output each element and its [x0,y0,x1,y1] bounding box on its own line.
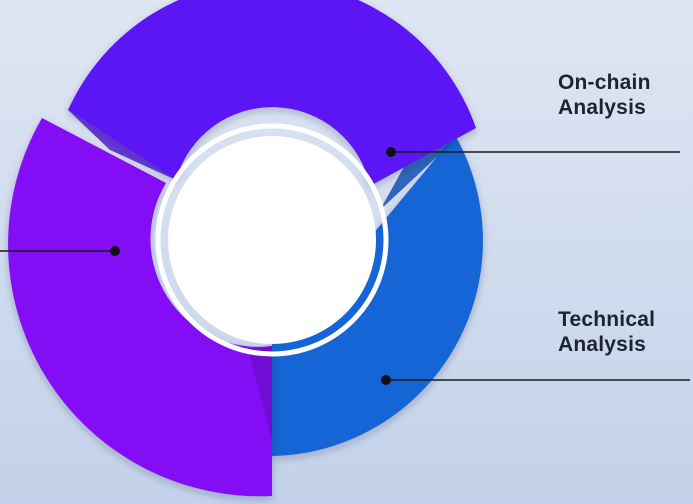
connector-dot-technical [381,375,391,385]
label-technical-line-1: Technical [558,308,656,331]
connector-dot-left [110,246,120,256]
label-onchain-analysis: On-chain Analysis [558,70,651,120]
label-technical-line-2: Analysis [558,333,646,356]
connector-dot-onchain [386,147,396,157]
segment-onchain [68,0,476,186]
segment-technical-fold [380,140,455,210]
segment-left-fold [248,346,272,440]
segment-left [8,118,273,497]
label-onchain-line-1: On-chain [558,71,651,94]
segment-onchain-fold [68,110,176,180]
label-onchain-line-2: Analysis [558,96,646,119]
segment-technical [272,135,483,456]
center-ring [155,123,389,357]
center-hub [168,136,376,344]
label-technical-analysis: Technical Analysis [558,307,655,357]
